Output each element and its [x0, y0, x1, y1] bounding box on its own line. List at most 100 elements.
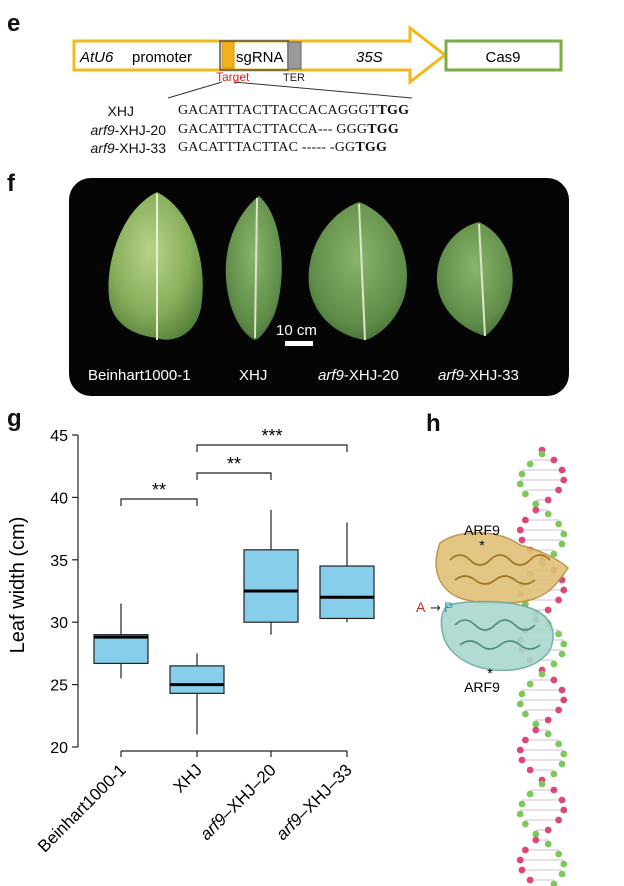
dna-strand-b-node — [558, 760, 566, 768]
dna-strand-b-node — [538, 450, 546, 458]
dna-strand-b-node — [521, 710, 529, 718]
significance-label: ** — [152, 480, 166, 500]
dna-strand-b-node — [544, 840, 552, 848]
arf9-top-ribbon — [449, 554, 551, 585]
dna-strand-a-node — [526, 766, 534, 774]
dna-strand-b-node — [526, 460, 534, 468]
dna-strand-b-node — [538, 780, 546, 788]
dna-strand-b-node — [538, 670, 546, 678]
box — [319, 565, 375, 620]
arf9-top-structure — [435, 532, 569, 605]
leaf-arf9-20-vein — [358, 203, 366, 341]
arf9-dna-structure: * * ARF9 ARF9 A → P — [416, 446, 569, 886]
y-tick-label: 20 — [50, 740, 68, 757]
atu6-label: AtU6 — [79, 49, 114, 66]
x-tick-label: Beinhart1000-1 — [34, 760, 130, 856]
dna-strand-b-node — [560, 860, 568, 868]
sgrna-label: sgRNA — [236, 49, 284, 66]
cas9-label: Cas9 — [485, 49, 520, 66]
box-plot: 20 25 30 35 40 45 Beinhart1000-1 XHJarf9–XHJ–20… — [7, 426, 375, 856]
dna-strand-a-node — [521, 736, 529, 744]
leaf-beinhart — [108, 192, 203, 340]
dna-strand-b-node — [560, 640, 568, 648]
y-tick-label: 30 — [50, 615, 68, 632]
leaf-photo: 10 cm Beinhart1000-1 XHJ arf9-XHJ-20 arf… — [69, 178, 569, 396]
dna-strand-a-node — [555, 596, 563, 604]
dna-strand-a-node — [555, 816, 563, 824]
photo-label-arf9-20: arf9-XHJ-20 — [318, 367, 399, 384]
dna-strand-b-node — [550, 550, 558, 558]
dna-strand-a-node — [532, 506, 540, 514]
significance-bracket — [120, 498, 198, 506]
dna-strand-b-node — [516, 810, 524, 818]
dna-strand-a-node — [558, 796, 566, 804]
seq-name-arf9-33: arf9-XHJ-33 — [90, 140, 166, 156]
dna-strand-b-node — [518, 470, 526, 478]
significance-bracket — [196, 444, 348, 452]
dna-strand-b-node — [532, 500, 540, 508]
dna-strand-a-node — [550, 786, 558, 794]
dna-strand-b-node — [558, 540, 566, 548]
target-zoom-left — [167, 81, 223, 99]
photo-label-beinhart: Beinhart1000-1 — [88, 367, 191, 384]
leaf-arf9-20 — [308, 202, 407, 340]
35s-label: 35S — [356, 49, 383, 66]
promoter-arrow — [72, 24, 448, 86]
construct-diagram: AtU6 promoter sgRNA 35S Cas9 Target TER — [72, 24, 563, 99]
dna-strand-a-node — [544, 826, 552, 834]
arf9-top-label: ARF9 — [464, 522, 500, 538]
photo-label-xhj: XHJ — [239, 367, 268, 384]
dna-strand-b-node — [516, 700, 524, 708]
dna-strand-a-node — [518, 536, 526, 544]
photo-label-arf9-33: arf9-XHJ-33 — [438, 367, 519, 384]
target-zoom-right — [233, 81, 413, 99]
dna-strand-b-node — [555, 850, 563, 858]
dna-strand-a-node — [526, 876, 534, 884]
dna-strand-a-node — [521, 846, 529, 854]
x-tick-label: arf9–XHJ–20 — [196, 760, 280, 844]
significance-label: ** — [227, 454, 241, 474]
box-plot-significance: ******* — [120, 426, 348, 506]
dna-strand-a-node — [544, 606, 552, 614]
dna-strand-b-node — [518, 690, 526, 698]
y-tick-label: 25 — [50, 678, 68, 695]
panel-letter-g: g — [7, 405, 22, 432]
seq-name-arf9-20: arf9-XHJ-20 — [90, 122, 166, 138]
box — [93, 634, 149, 664]
y-tick-label: 45 — [50, 428, 68, 445]
scale-bar-label: 10 cm — [276, 322, 317, 339]
arf9-bottom-star: * — [487, 665, 493, 681]
seq-arf9-33: GACATTTACTTAC ----- -GGTGG — [178, 140, 388, 155]
cas9-box — [444, 39, 563, 72]
dna-strand-a-node — [518, 866, 526, 874]
dna-strand-a-node — [544, 496, 552, 504]
dna-strand-a-node — [518, 756, 526, 764]
dna-strand-a-node — [555, 486, 563, 494]
dna-strand-b-node — [521, 490, 529, 498]
dna-strand-a-node — [558, 686, 566, 694]
dna-strand-b-node — [521, 820, 529, 828]
dna-strand-a-node — [560, 476, 568, 484]
box-plot-boxes — [93, 509, 375, 735]
dna-strand-a-node — [544, 716, 552, 724]
dna-strand-a-node — [555, 706, 563, 714]
dna-strand-a-node — [532, 836, 540, 844]
box — [243, 549, 299, 623]
arf9-bottom-label: ARF9 — [464, 679, 500, 695]
dna-strand-a-node — [516, 856, 524, 864]
y-tick-label: 35 — [50, 553, 68, 570]
x-tick-label: arf9–XHJ–33 — [272, 760, 356, 844]
panel-letter-f: f — [7, 170, 15, 197]
dna-strand-b-node — [550, 660, 558, 668]
dna-strand-a-node — [560, 696, 568, 704]
dna-strand-a-node — [532, 726, 540, 734]
target-block — [221, 41, 235, 69]
panel-letter-h: h — [426, 410, 441, 437]
dna-strand-b-node — [518, 800, 526, 808]
leaf-xhj-vein — [254, 197, 258, 339]
dna-strand-a-node — [550, 456, 558, 464]
dna-strand-a-node — [558, 466, 566, 474]
target-label: Target — [216, 70, 250, 84]
leaf-arf9-33 — [436, 222, 513, 336]
leaf-illustration — [108, 192, 513, 346]
